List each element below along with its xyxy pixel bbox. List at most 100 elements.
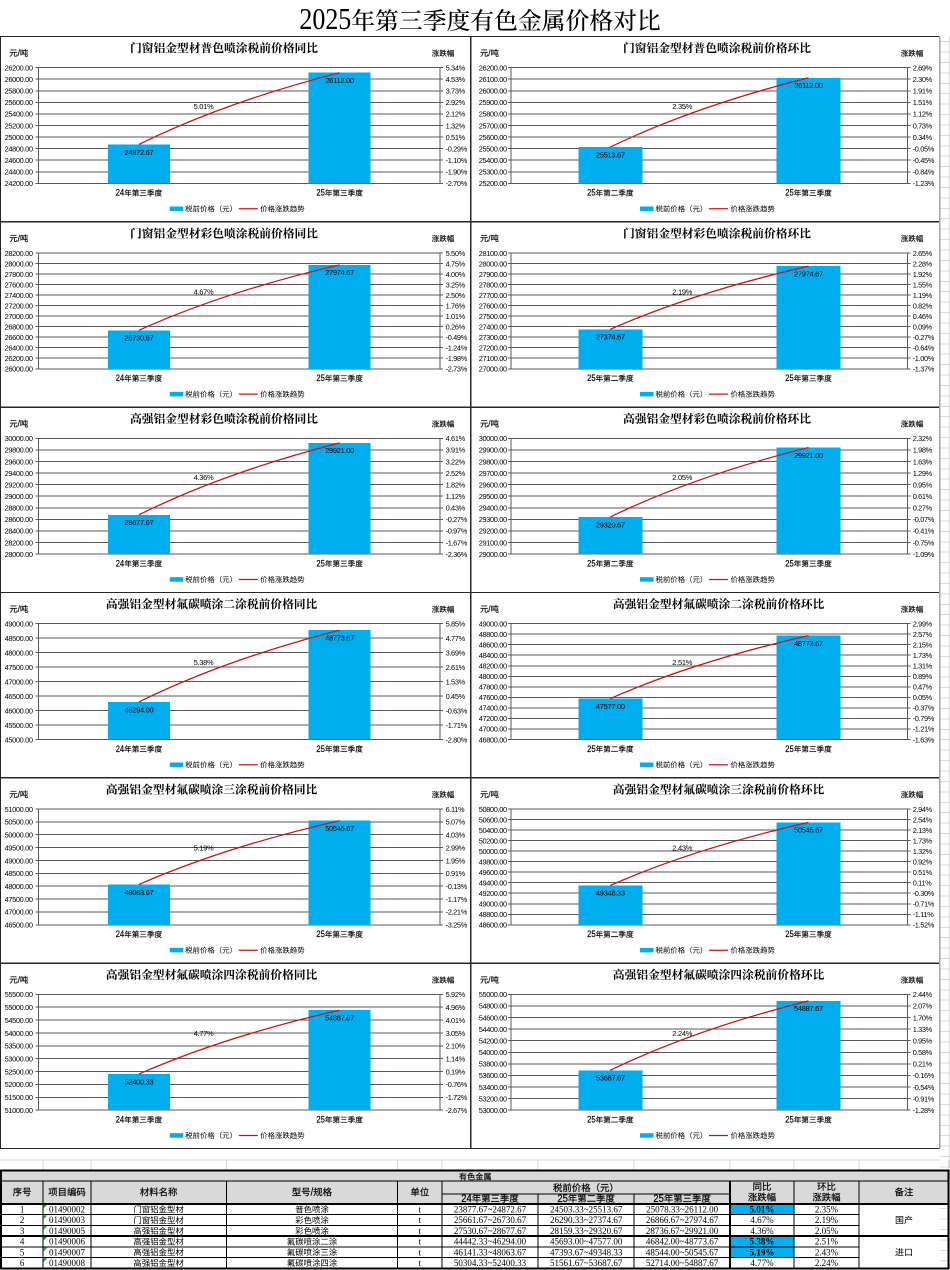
svg-text:6.11%: 6.11% [446,805,465,814]
svg-text:-1.67%: -1.67% [446,538,468,547]
svg-text:49600.00: 49600.00 [479,868,507,877]
svg-text:-0.37%: -0.37% [913,704,935,713]
svg-text:2.50%: 2.50% [446,291,466,300]
svg-text:0.09%: 0.09% [913,322,933,331]
svg-text:2.52%: 2.52% [446,469,466,478]
svg-text:-0.30%: -0.30% [913,889,935,898]
svg-text:26730.67: 26730.67 [124,334,153,343]
svg-text:47400.00: 47400.00 [479,704,507,713]
svg-text:-1.52%: -1.52% [913,921,935,930]
svg-text:3: 3 [20,1226,25,1236]
svg-text:47500.00: 47500.00 [5,895,33,904]
svg-text:28200.00: 28200.00 [5,538,33,547]
svg-text:1.32%: 1.32% [913,847,933,856]
svg-text:48063.67: 48063.67 [124,888,153,897]
svg-text:48800.00: 48800.00 [479,630,507,639]
svg-text:28000.00: 28000.00 [479,259,507,268]
svg-text:0.82%: 0.82% [913,301,933,310]
svg-text:25200.00: 25200.00 [479,179,507,188]
svg-text:27530.67~28677.67: 27530.67~28677.67 [454,1226,527,1236]
svg-text:-0.75%: -0.75% [913,538,935,547]
svg-text:1.73%: 1.73% [913,651,933,660]
svg-text:2.35%: 2.35% [815,1204,839,1214]
svg-text:1.55%: 1.55% [913,280,933,289]
svg-text:29600.00: 29600.00 [479,480,507,489]
svg-text:0.58%: 0.58% [913,1048,933,1057]
svg-text:4.36%: 4.36% [194,473,214,482]
svg-text:54000.00: 54000.00 [479,1048,507,1057]
svg-text:53400.00: 53400.00 [479,1083,507,1092]
svg-text:26200.00: 26200.00 [5,354,33,363]
svg-text:24503.33~25513.67: 24503.33~25513.67 [550,1204,623,1214]
svg-text:55500.00: 55500.00 [5,990,33,999]
svg-text:29600.00: 29600.00 [5,457,33,466]
svg-text:26200.00: 26200.00 [5,63,33,72]
svg-text:2.12%: 2.12% [446,110,466,119]
svg-text:1: 1 [20,1204,25,1214]
svg-text:54200.00: 54200.00 [479,1036,507,1045]
svg-text:2.44%: 2.44% [913,990,933,999]
svg-text:0.73%: 0.73% [913,121,933,130]
svg-text:46800.00: 46800.00 [479,735,507,744]
svg-text:47000.00: 47000.00 [5,677,33,686]
svg-text:52500.00: 52500.00 [5,1067,33,1076]
svg-text:4.67%: 4.67% [194,287,214,296]
svg-text:26000.00: 26000.00 [5,75,33,84]
svg-text:1.98%: 1.98% [913,446,933,455]
svg-text:47800.00: 47800.00 [479,683,507,692]
svg-text:0.21%: 0.21% [913,1060,933,1069]
svg-text:1.53%: 1.53% [446,677,466,686]
svg-text:3.22%: 3.22% [446,457,466,466]
svg-text:26800.00: 26800.00 [5,322,33,331]
svg-text:25400.00: 25400.00 [479,156,507,165]
svg-text:2.07%: 2.07% [913,1002,933,1011]
svg-text:4.77%: 4.77% [194,1029,214,1038]
svg-text:-2.67%: -2.67% [446,1106,468,1115]
svg-text:-1.23%: -1.23% [913,179,935,188]
svg-text:-0.45%: -0.45% [913,156,935,165]
svg-text:-1.71%: -1.71% [446,721,468,730]
svg-text:48000.00: 48000.00 [479,672,507,681]
svg-text:01490008: 01490008 [49,1258,86,1268]
svg-text:27000.00: 27000.00 [5,312,33,321]
svg-text:25600.00: 25600.00 [5,98,33,107]
svg-text:4.03%: 4.03% [446,831,466,840]
svg-text:2.35%: 2.35% [672,102,692,111]
svg-text:-1.11%: -1.11% [913,910,935,919]
svg-text:29900.00: 29900.00 [479,446,507,455]
svg-text:27974.67: 27974.67 [794,269,823,278]
svg-text:46500.00: 46500.00 [5,921,33,930]
svg-text:45693.00~47577.00: 45693.00~47577.00 [550,1237,623,1247]
svg-text:-2.36%: -2.36% [446,550,468,559]
svg-text:-0.84%: -0.84% [913,168,935,177]
svg-text:48500.00: 48500.00 [5,869,33,878]
svg-text:30000.00: 30000.00 [479,434,507,443]
svg-text:48800.00: 48800.00 [479,910,507,919]
svg-text:5: 5 [20,1247,25,1257]
svg-text:27400.00: 27400.00 [479,322,507,331]
svg-text:27300.00: 27300.00 [479,333,507,342]
svg-text:47000.00: 47000.00 [479,725,507,734]
svg-text:2.24%: 2.24% [815,1258,839,1268]
svg-text:-0.27%: -0.27% [446,515,468,524]
svg-text:-0.16%: -0.16% [913,1071,935,1080]
svg-text:2.92%: 2.92% [446,98,466,107]
svg-text:-0.27%: -0.27% [913,333,935,342]
svg-text:5.38%: 5.38% [194,658,214,667]
svg-text:27200.00: 27200.00 [5,301,33,310]
svg-text:5.92%: 5.92% [446,990,466,999]
svg-text:25300.00: 25300.00 [479,168,507,177]
svg-text:1.32%: 1.32% [446,121,466,130]
svg-text:49200.00: 49200.00 [479,889,507,898]
svg-text:28677.67: 28677.67 [124,518,153,527]
svg-text:5.34%: 5.34% [446,63,466,72]
svg-text:2.05%: 2.05% [672,473,692,482]
svg-text:53000.00: 53000.00 [479,1106,507,1115]
svg-text:2.65%: 2.65% [913,249,933,258]
svg-text:5.85%: 5.85% [446,619,466,628]
svg-text:48773.67: 48773.67 [325,634,354,643]
svg-text:5.07%: 5.07% [446,818,466,827]
svg-text:54600.00: 54600.00 [479,1013,507,1022]
svg-text:27900.00: 27900.00 [479,270,507,279]
svg-text:29320.67: 29320.67 [596,520,625,529]
